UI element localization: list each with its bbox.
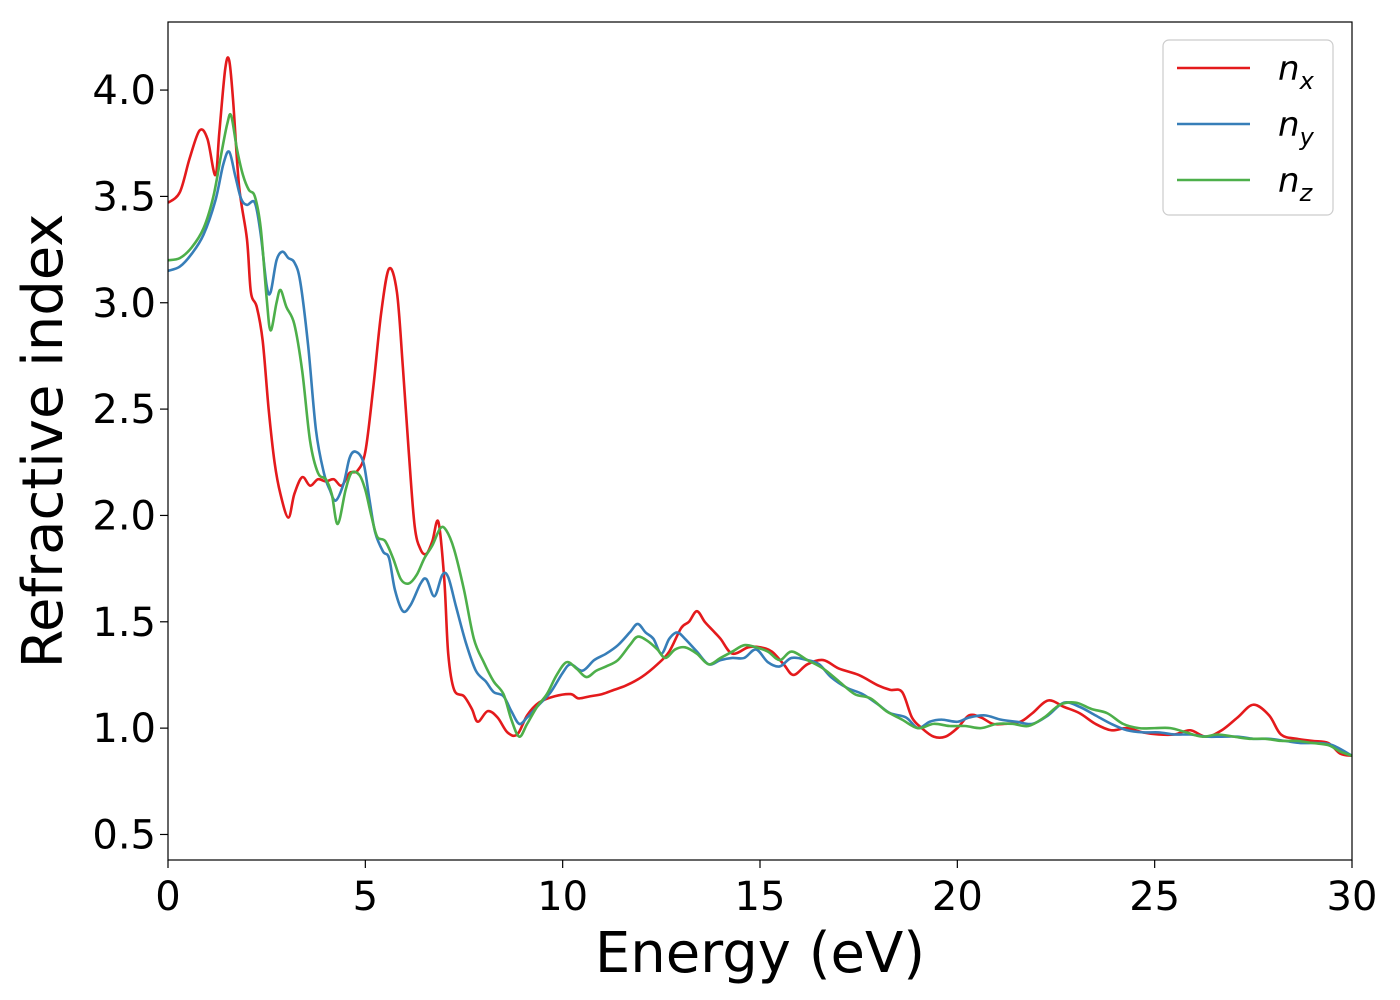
series-line-n-x: [168, 56, 1352, 758]
legend-label: ny: [1278, 105, 1315, 151]
x-axis-ticks: 0 5 10 15 20 25 30: [155, 860, 1377, 920]
x-axis-title: Energy (eV): [595, 921, 925, 986]
y-tick-label: 2.0: [92, 493, 156, 539]
y-tick-label: 3.0: [92, 281, 156, 327]
x-tick-label: 25: [1129, 874, 1180, 920]
series-line-n-z: [168, 112, 1352, 758]
legend-label: nz: [1278, 161, 1314, 207]
x-tick-label: 5: [353, 874, 378, 920]
x-tick-label: 15: [735, 874, 786, 920]
y-tick-label: 1.0: [92, 706, 156, 752]
legend-item-n-z: nz: [1177, 161, 1314, 207]
series-layer: [168, 56, 1352, 758]
x-tick-label: 30: [1327, 874, 1378, 920]
x-tick-label: 10: [537, 874, 588, 920]
x-tick-label: 0: [155, 874, 180, 920]
y-tick-label: 4.0: [92, 68, 156, 114]
y-tick-label: 0.5: [92, 812, 156, 858]
legend: nx ny nz: [1162, 39, 1334, 216]
legend-item-n-y: ny: [1177, 105, 1315, 151]
y-axis-title: Refractive index: [11, 214, 76, 669]
y-tick-label: 2.5: [92, 387, 156, 433]
legend-label: nx: [1278, 49, 1315, 95]
y-tick-label: 3.5: [92, 174, 156, 220]
x-tick-label: 20: [932, 874, 983, 920]
legend-box: [1162, 39, 1334, 216]
legend-item-n-x: nx: [1177, 49, 1315, 95]
y-tick-label: 1.5: [92, 600, 156, 646]
y-axis-ticks: 0.5 1.0 1.5 2.0 2.5 3.0 3.5 4.0: [92, 68, 168, 858]
